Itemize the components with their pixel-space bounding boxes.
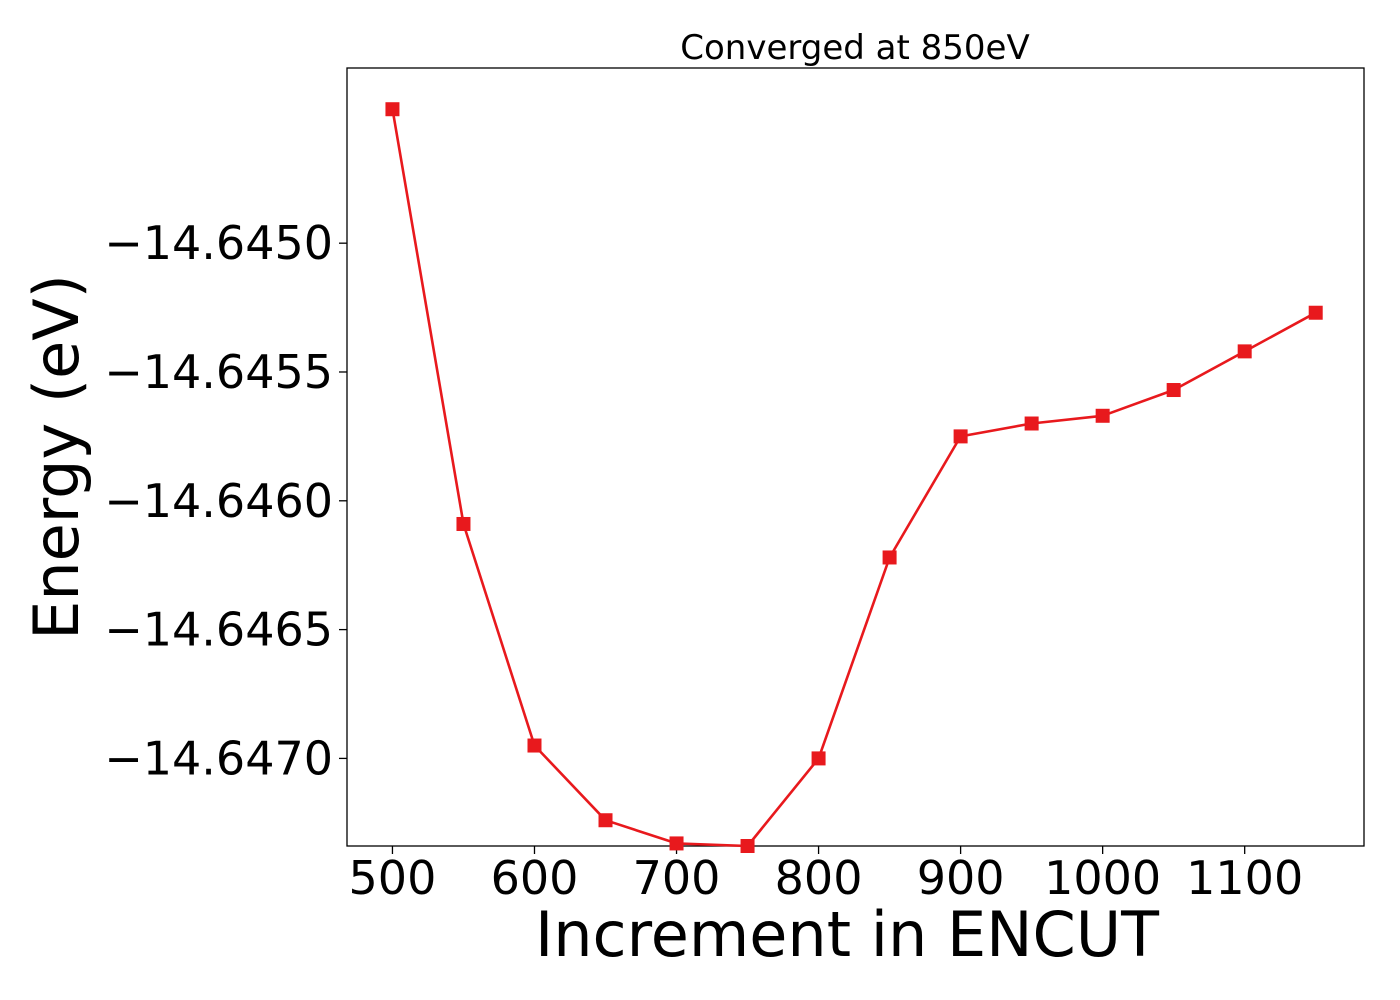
data-point-marker xyxy=(1166,383,1181,398)
x-tick-label: 1100 xyxy=(1186,851,1303,905)
y-tick-label: −14.6465 xyxy=(104,603,333,657)
data-point-marker xyxy=(598,813,613,828)
y-tick-label: −14.6460 xyxy=(104,474,333,528)
y-tick-label: −14.6450 xyxy=(104,216,333,270)
data-point-marker xyxy=(953,429,968,444)
data-point-marker xyxy=(811,751,826,766)
data-point-marker xyxy=(1308,305,1323,320)
x-tick-label: 900 xyxy=(917,851,1005,905)
series-line xyxy=(391,108,1317,848)
x-tick-label: 600 xyxy=(491,851,579,905)
data-point-marker xyxy=(882,550,897,565)
y-tick-label: −14.6455 xyxy=(104,345,333,399)
data-point-marker xyxy=(385,102,400,117)
data-point-marker xyxy=(456,516,471,531)
data-point-marker xyxy=(740,839,755,853)
data-point-marker xyxy=(1024,416,1039,431)
y-axis-label: Energy (eV) xyxy=(20,274,93,640)
x-axis-ticks: 500 600 700 800 900 1000 1100 xyxy=(349,846,1303,905)
plot-area-frame xyxy=(346,67,1365,847)
data-point-marker xyxy=(1095,408,1110,423)
x-tick-label: 700 xyxy=(633,851,721,905)
x-tick-label: 800 xyxy=(775,851,863,905)
data-point-marker xyxy=(1237,344,1252,359)
chart-title: Converged at 850eV xyxy=(680,28,1029,68)
y-axis-ticks: −14.6450 −14.6455 −14.6460 −14.6465 −14.6470 xyxy=(104,216,347,785)
data-point-marker xyxy=(669,836,684,851)
data-series xyxy=(385,102,1323,853)
y-tick-label: −14.6470 xyxy=(104,731,333,785)
x-tick-label: 1000 xyxy=(1044,851,1161,905)
x-axis-label: Increment in ENCUT xyxy=(535,898,1160,971)
x-tick-label: 500 xyxy=(349,851,437,905)
data-point-marker xyxy=(527,738,542,753)
